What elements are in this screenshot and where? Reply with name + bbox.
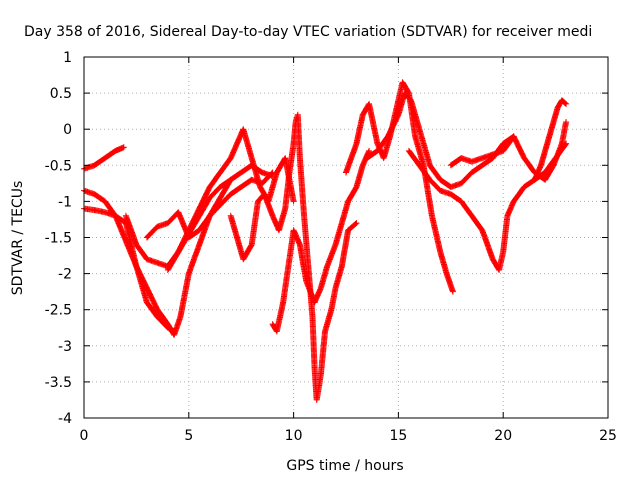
series-marks <box>405 140 570 273</box>
x-tick-label: 25 <box>599 428 617 444</box>
y-tick-label: -0.5 <box>45 158 72 174</box>
y-tick-label: -1 <box>58 194 72 210</box>
y-tick-label: -2.5 <box>45 303 72 319</box>
y-tick-label: -2 <box>58 267 72 283</box>
y-tick-label: -4 <box>58 411 72 427</box>
series-marks <box>531 97 570 183</box>
y-axis-label: SDTVAR / TECUs <box>10 181 26 296</box>
x-tick-label: 10 <box>285 428 303 444</box>
x-tick-label: 15 <box>389 428 407 444</box>
chart-title: Day 358 of 2016, Sidereal Day-to-day VTE… <box>24 24 592 40</box>
series-track-g <box>227 111 360 403</box>
series-track-f <box>164 126 297 273</box>
y-tick-label: 1 <box>63 50 72 66</box>
y-tick-label: 0.5 <box>50 86 72 102</box>
series-marks <box>164 126 297 273</box>
series-track-h <box>269 147 373 335</box>
series-marks <box>227 111 360 403</box>
y-tick-label: -3 <box>58 339 72 355</box>
y-tick-label: -1.5 <box>45 231 72 247</box>
series-track-a <box>81 144 127 172</box>
x-tick-label: 20 <box>494 428 512 444</box>
y-tick-label: 0 <box>63 122 72 138</box>
axis-ticks: 0 5 10 15 20 25 1 0.5 0 -0.5 -1 -1.5 -2 -2.5 -3 -3.5 -4 <box>45 50 617 444</box>
x-tick-label: 5 <box>184 428 193 444</box>
series-track-j <box>364 90 517 190</box>
series-marks <box>269 147 373 335</box>
x-tick-label: 0 <box>80 428 89 444</box>
series-track-l <box>447 119 570 183</box>
y-tick-label: -3.5 <box>45 375 72 391</box>
series-marks <box>81 144 127 172</box>
series-track-m <box>531 97 570 183</box>
data-series <box>81 79 570 403</box>
x-axis-label: GPS time / hours <box>286 458 403 474</box>
series-track-k <box>405 140 570 273</box>
series-marks <box>447 119 570 183</box>
series-marks <box>364 90 517 190</box>
